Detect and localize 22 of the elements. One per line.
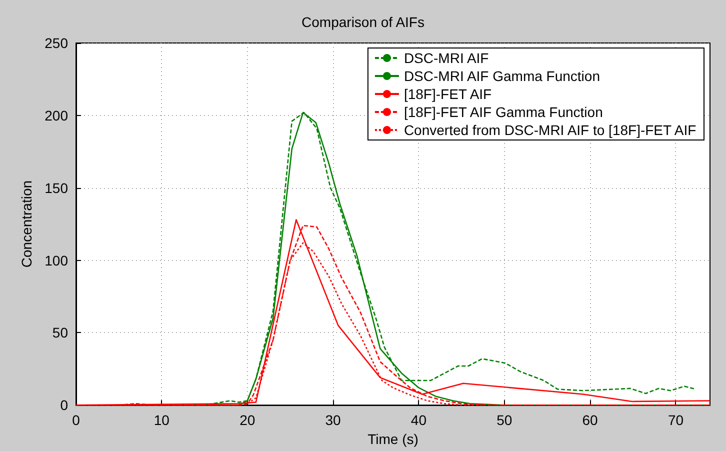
legend-label: [18F]-FET AIF Gamma Function	[404, 104, 603, 120]
x-tick-label: 10	[154, 412, 170, 428]
chart-title: Comparison of AIFs	[302, 14, 424, 30]
y-tick-label: 150	[44, 180, 68, 196]
x-tick-label: 70	[668, 412, 684, 428]
legend-label: [18F]-FET AIF	[404, 86, 492, 102]
y-tick-label: 0	[60, 397, 68, 414]
x-tick-label: 30	[325, 412, 342, 428]
legend-label: DSC-MRI AIF	[404, 50, 489, 66]
y-axis-title: Concentration	[18, 180, 35, 268]
x-tick-label: 50	[496, 412, 512, 428]
x-tick-label: 0	[72, 412, 80, 428]
y-tick-label: 250	[44, 35, 68, 51]
x-tick-label: 20	[240, 412, 256, 428]
y-tick-label: 50	[52, 324, 68, 341]
x-axis-title: Time (s)	[368, 431, 418, 447]
y-tick-label: 200	[44, 107, 68, 124]
legend-label: Converted from DSC-MRI AIF to [18F]-FET AIF	[404, 122, 696, 138]
y-tick-label: 100	[44, 252, 68, 268]
legend-label: DSC-MRI AIF Gamma Function	[404, 68, 600, 84]
x-tick-label: 40	[410, 412, 427, 428]
x-tick-label: 60	[582, 412, 598, 428]
